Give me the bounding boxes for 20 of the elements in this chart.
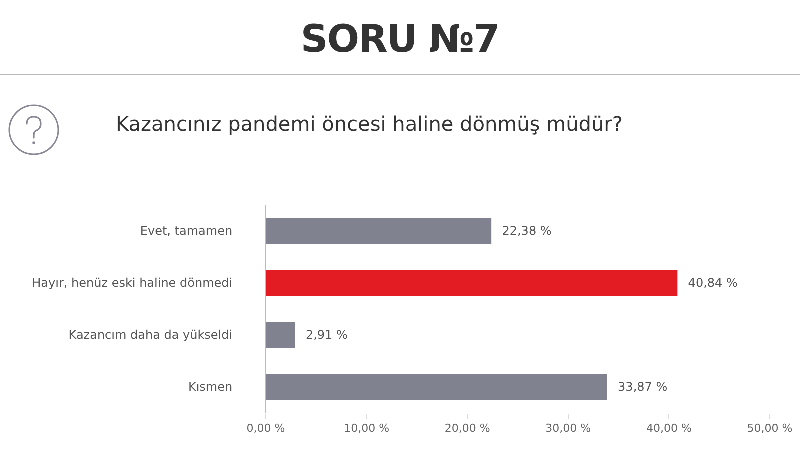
x-tick-label: 0,00 % <box>246 422 286 436</box>
data-label: 22,38 % <box>494 224 560 238</box>
data-label: 2,91 % <box>298 328 356 342</box>
x-tick-label: 50,00 % <box>747 422 793 436</box>
x-tick-label: 20,00 % <box>444 422 490 436</box>
x-tick-label: 10,00 % <box>344 422 390 436</box>
bar <box>266 270 678 296</box>
bar <box>266 218 492 244</box>
data-label: 40,84 % <box>680 276 746 290</box>
x-tick-label: 40,00 % <box>646 422 692 436</box>
y-tick-label: Hayır, henüz eski haline dönmedi <box>32 276 233 290</box>
y-tick-label: Kısmen <box>188 380 233 394</box>
data-label: 33,87 % <box>610 380 676 394</box>
x-tick-label: 30,00 % <box>546 422 592 436</box>
y-tick-label: Kazancım daha da yükseldi <box>68 328 233 342</box>
bar <box>266 374 608 400</box>
bar <box>266 322 296 348</box>
chart-title: SORU №7 <box>0 0 800 75</box>
chart-subtitle: Kazancınız pandemi öncesi haline dönmüş müdür? <box>116 112 623 136</box>
y-tick-label: Evet, tamamen <box>140 224 233 238</box>
